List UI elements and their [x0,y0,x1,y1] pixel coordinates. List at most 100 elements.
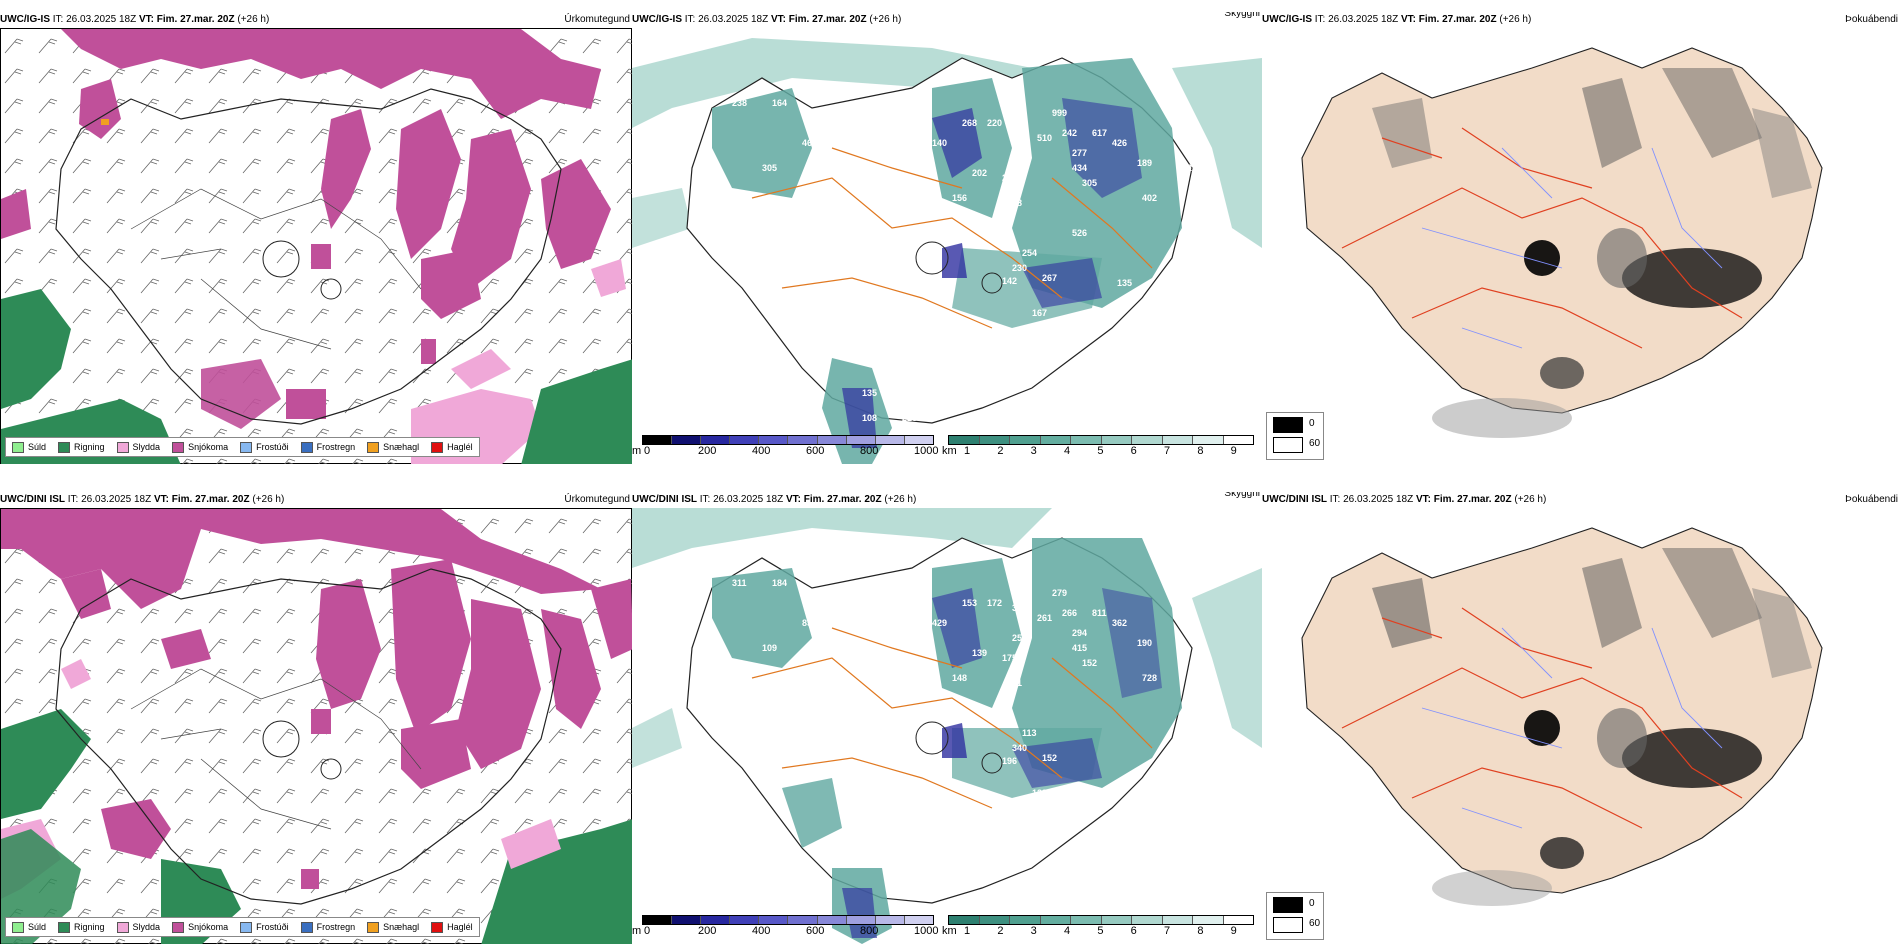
legend-swatch [240,441,253,453]
colorbar-tick: 0 [644,925,651,937]
lead-time: (+26 h) [252,494,285,505]
colorbar-tick: 1 [964,925,971,937]
iceland-outline [55,88,562,425]
cloud-value-label: 108 [862,413,878,423]
colorbar-tick: 5 [1097,925,1104,937]
legend-item: Súld [12,441,46,453]
legend-swatch [300,441,313,453]
precip-map: Súld Rigning Slydda Snjókoma Frostúði Frostre… [0,28,632,464]
legend-label: Frostregn [316,922,356,932]
cloud-value-label: 196 [1002,756,1018,766]
cloud-value-label: 135 [862,388,878,398]
cloud-value-label: 156 [952,193,968,203]
cloud-value-label: 305 [1012,603,1028,613]
cloud-value-label: 426 [1112,138,1128,148]
legend-item: Haglél [431,441,473,453]
panel-header: UWC/IG-IS IT: 26.03.2025 18Z VT: Fim. 27… [1262,12,1531,28]
colorbar-tick: 8 [1197,445,1204,457]
it-value: 26.03.2025 18Z [698,14,769,25]
cloud-value-label: 140 [932,138,948,148]
it-label: IT: [684,14,696,25]
vt-label: VT: [1415,494,1431,505]
vt-value: Fim. 27.mar. 20Z [1433,494,1512,505]
cloud-value-label: 167 [1032,308,1048,318]
cloud-value-label: 267 [1042,273,1058,283]
colorbar-tick: 3 [1030,445,1037,457]
vt-value: Fim. 27.mar. 20Z [171,494,250,505]
lead-time: (+26 h) [1499,14,1532,25]
colorbar-tick: 6 [1130,445,1137,457]
colorbar-tick: 0 [644,445,651,457]
cloud-value-label: 184 [772,578,788,588]
cloud-value-label: 305 [762,163,778,173]
precip-panel-row2: UWC/DINI ISL IT: 26.03.2025 18Z VT: Fim.… [0,492,632,944]
model-name: UWC/IG-IS [0,14,50,25]
colorbar-tick: 800 [860,925,879,937]
panel-title: Úrkomutegund [564,494,630,505]
cloud-value-label: 52 [742,683,753,693]
colorbar-tick: 7 [1164,445,1171,457]
fog-map-svg [1301,47,1823,438]
lead-time: (+26 h) [884,494,917,505]
cloud-map: 238 164 464 305 297 999 242 617 426 277 434 189 305 2… [632,28,1262,464]
fog-legend-low: 0 [1309,898,1315,909]
vt-label: VT: [785,494,801,505]
legend-label: Frostúði [256,922,289,932]
cloudbase-unit: m [632,925,642,937]
visibility-unit: km [942,445,957,457]
legend-item: Súld [12,921,47,933]
colorbar-tick: 800 [860,445,879,457]
fog-map: 0 60 [1262,508,1900,944]
cloud-value-label: 152 [1082,658,1098,668]
legend-label: Súld [28,922,47,932]
it-value: 26.03.2025 18Z [713,494,784,505]
precip-map-svg [1,509,632,944]
vt-value: Fim. 27.mar. 20Z [788,14,867,25]
cloud-value-label: 857 [802,618,818,628]
colorbar-tick: 600 [806,925,825,937]
lead-time: (+26 h) [869,14,902,25]
cloud-map-svg [632,508,1262,944]
cloud-value-label: 279 [1052,588,1068,598]
cloud-map-svg [632,38,1262,464]
precip-legend-row2: Súld Rigning Slydda Snjókoma Frostúði Frostre… [5,917,480,937]
legend-label: Snæhagl [383,922,420,932]
colorbar-tick: 2 [997,925,1004,937]
cloud-value-label: 728 [1142,673,1158,683]
cloud-value-label: 76 [1177,178,1188,188]
cloud-value-label: 220 [987,118,1003,128]
model-name: UWC/DINI ISL [632,494,697,505]
legend-item: Snæhagl [367,441,419,453]
precip-legend-row1: Súld Rigning Slydda Snjókoma Frostúði Frostre… [5,437,480,457]
fog-panel-row2: UWC/DINI ISL IT: 26.03.2025 18Z VT: Fim.… [1262,492,1900,944]
cloud-value-label: 113 [1022,728,1037,738]
cloud-value-label: 255 [1012,153,1028,163]
fog-map-svg [1301,527,1823,906]
fog-legend-low: 0 [1309,418,1315,429]
colorbar-tick: 3 [1030,925,1037,937]
panel-header: UWC/DINI ISL IT: 26.03.2025 18Z VT: Fim.… [0,492,284,508]
colorbar-tick: 2 [997,445,1004,457]
cloud-value-label: 311 [732,578,747,588]
panel-title: Þokuábendi [1845,14,1898,25]
cloud-value-label: 999 [1052,108,1068,118]
fog-map: 0 60 [1262,28,1900,464]
cloud-value-label: 141 [1007,678,1023,688]
cloudbase-unit: m [632,445,642,457]
colorbar-tick: 600 [806,445,825,457]
colorbar-tick: 400 [752,445,771,457]
vt-value: Fim. 27.mar. 20Z [1418,14,1497,25]
cloud-value-label: 175 [1002,653,1018,663]
cloud-value-label: 261 [1037,613,1053,623]
legend-swatch [431,441,444,453]
legend-item: Frostúði [240,441,289,453]
lead-time: (+26 h) [1514,494,1547,505]
panel-title: Úrkomutegund [564,14,630,25]
visibility-colorbar: km 12345678910 [942,435,1262,461]
cloud-value-label: 144 [1012,123,1028,133]
colorbar-tick: 400 [752,925,771,937]
colorbar-tick: 9 [1230,445,1237,457]
cloud-value-label: 248 [1007,198,1023,208]
cloud-value-label: 277 [1072,148,1088,158]
legend-label: Snjókoma [188,442,229,452]
